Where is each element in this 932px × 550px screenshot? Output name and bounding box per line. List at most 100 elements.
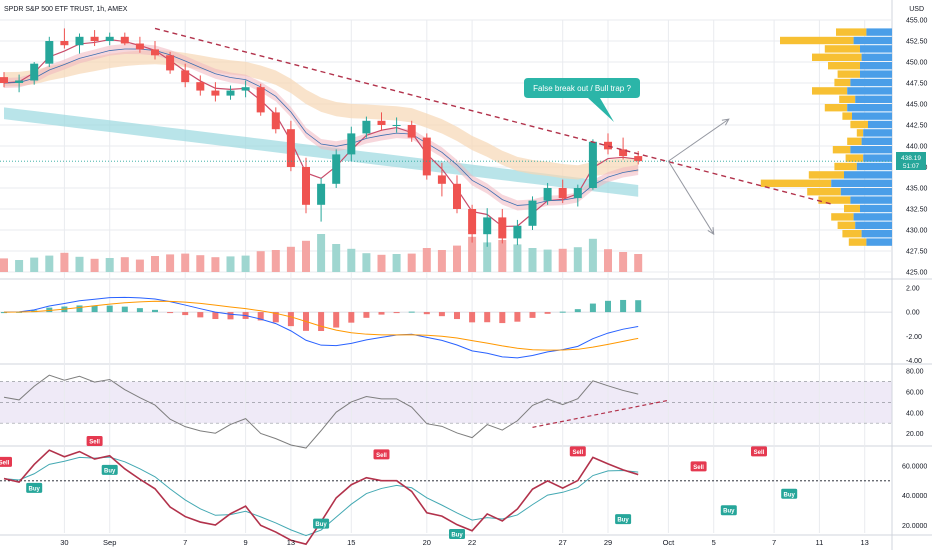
volume-bar bbox=[634, 254, 643, 272]
volume-bar bbox=[604, 249, 612, 272]
macd-histogram-bar bbox=[544, 312, 551, 314]
macd-histogram-bar bbox=[106, 305, 113, 313]
vp-bar-volume bbox=[812, 53, 862, 61]
candle-body bbox=[181, 70, 190, 83]
volume-bar bbox=[120, 257, 129, 272]
candle-body bbox=[543, 188, 552, 201]
volume-bar bbox=[362, 253, 371, 272]
volume-bar bbox=[573, 247, 582, 272]
candle-body bbox=[0, 77, 8, 83]
candle-body bbox=[286, 129, 295, 167]
candles[interactable] bbox=[0, 28, 643, 247]
macd-histogram-bar bbox=[182, 312, 189, 316]
annotation-callout[interactable]: False break out / Bull trap ? bbox=[524, 78, 640, 122]
volume-bar bbox=[166, 254, 175, 272]
annotation-text: False break out / Bull trap ? bbox=[533, 84, 631, 93]
vp-bar-delta bbox=[860, 70, 892, 78]
signal-badge bbox=[26, 482, 43, 493]
candle-body bbox=[256, 87, 265, 113]
vp-bar-delta bbox=[860, 62, 892, 70]
vp-bar-delta bbox=[863, 129, 892, 137]
currency-label: USD bbox=[909, 6, 924, 13]
price-tick: 442.50 bbox=[906, 123, 928, 130]
candle-body bbox=[302, 167, 310, 205]
rsi-tick: 40.00 bbox=[906, 410, 924, 417]
time-tick: 29 bbox=[604, 538, 612, 547]
price-tick: 455.00 bbox=[906, 18, 928, 25]
volume-bar bbox=[256, 251, 265, 272]
osc-tick: 20.0000 bbox=[902, 523, 927, 530]
candle-body bbox=[196, 82, 205, 91]
volume-bar bbox=[286, 246, 295, 272]
macd-histogram-bar bbox=[272, 312, 279, 323]
candle-body bbox=[468, 209, 477, 235]
vp-bar-delta bbox=[831, 179, 892, 187]
signal-badge bbox=[615, 514, 632, 525]
time-tick: 20 bbox=[423, 538, 431, 547]
candle-body bbox=[483, 217, 492, 235]
osc-tick: 40.0000 bbox=[902, 493, 927, 500]
macd-histogram-bar bbox=[620, 299, 627, 313]
signal-label: Sell bbox=[89, 439, 100, 445]
vp-bar-delta bbox=[860, 204, 892, 213]
volume-bar bbox=[332, 244, 341, 272]
signal-label: Buy bbox=[784, 492, 796, 498]
macd-histogram-bar bbox=[333, 312, 340, 328]
time-tick: Oct bbox=[663, 538, 676, 547]
signal-badge bbox=[569, 446, 586, 457]
signal-badge bbox=[720, 505, 737, 516]
price-tick: 430.00 bbox=[906, 228, 928, 235]
signal-label: Buy bbox=[451, 533, 463, 539]
candle-body bbox=[573, 188, 582, 199]
candle-body bbox=[347, 133, 356, 155]
vp-bar-delta bbox=[863, 154, 892, 162]
time-tick: 15 bbox=[347, 538, 355, 547]
macd-histogram-bar bbox=[635, 300, 642, 313]
macd-histogram-bar bbox=[408, 311, 415, 313]
candle-body bbox=[604, 141, 612, 150]
candle-body bbox=[498, 217, 507, 239]
volume-bar bbox=[347, 248, 356, 272]
candle-body bbox=[60, 41, 69, 46]
vp-bar-volume bbox=[824, 104, 848, 112]
volume-bar bbox=[90, 258, 99, 272]
signal-label: Buy bbox=[315, 522, 327, 528]
signal-label: Sell bbox=[572, 450, 583, 456]
volume-bar bbox=[181, 253, 190, 272]
grid-lines bbox=[0, 19, 892, 533]
macd-histogram-bar bbox=[454, 312, 460, 320]
macd-signal-line bbox=[3, 300, 639, 351]
signal-label: Sell bbox=[376, 453, 387, 459]
osc-tick: 60.0000 bbox=[902, 463, 927, 470]
vp-bar-volume bbox=[844, 204, 860, 213]
candle-body bbox=[105, 36, 114, 41]
macd-histogram-bar bbox=[152, 309, 158, 313]
volume-bar bbox=[241, 255, 250, 272]
candle-body bbox=[15, 80, 24, 83]
macd-histogram-bar bbox=[574, 309, 581, 313]
time-tick: 7 bbox=[772, 538, 776, 547]
volume-bar bbox=[528, 248, 537, 272]
volume-profile bbox=[760, 28, 892, 246]
volume-bar bbox=[407, 253, 416, 272]
vp-bar-volume bbox=[837, 221, 856, 229]
vp-bar-volume bbox=[818, 196, 851, 204]
candle-body bbox=[90, 36, 99, 41]
trend-lines[interactable] bbox=[0, 27, 892, 236]
vp-bar-delta bbox=[852, 112, 892, 120]
candle-body bbox=[211, 90, 220, 96]
volume-bar bbox=[498, 240, 507, 272]
time-tick: 27 bbox=[559, 538, 567, 547]
macd-histogram-bar bbox=[227, 312, 234, 320]
price-tick: 427.50 bbox=[906, 249, 928, 256]
oscillator-panel: Sell Buy Sell Buy Buy Sell Buy Sell Buy Sell Buy Se… bbox=[0, 435, 892, 546]
resistance-trendline bbox=[154, 27, 835, 206]
candle-body bbox=[241, 87, 250, 91]
vp-bar-volume bbox=[824, 45, 860, 53]
vp-bar-delta bbox=[850, 146, 892, 154]
macd-histogram-bar bbox=[469, 312, 476, 323]
candle-body bbox=[75, 36, 84, 46]
vp-bar-delta bbox=[856, 162, 892, 171]
vp-bar-delta bbox=[850, 196, 892, 204]
